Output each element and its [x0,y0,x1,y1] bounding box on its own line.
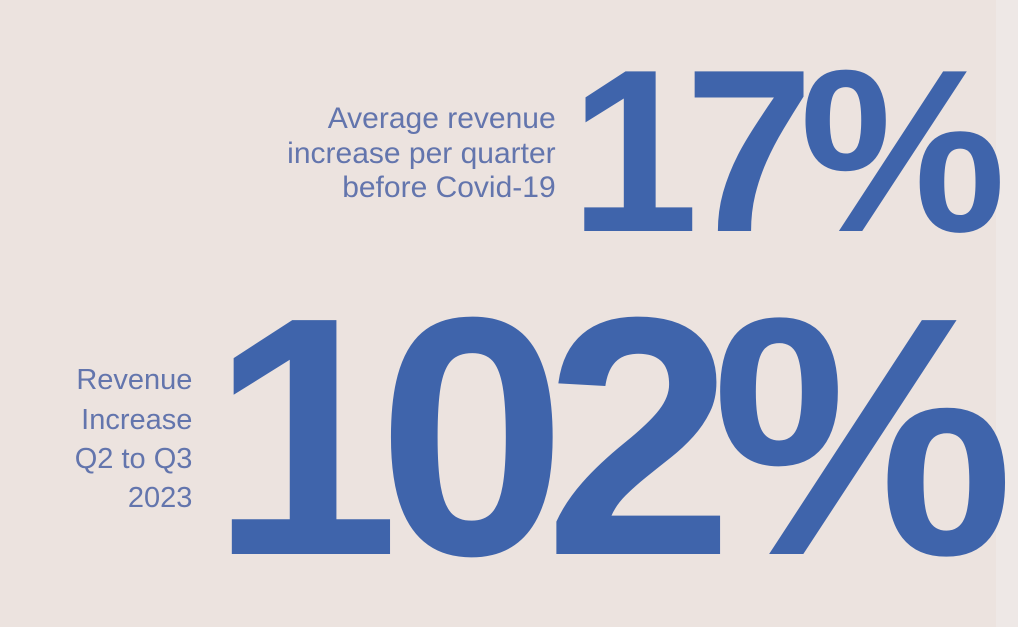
stat-avg-revenue: Average revenue increase per quarter bef… [287,22,1006,281]
stat-label-line: Average revenue [327,101,556,135]
stat-label-line: increase per quarter [287,136,556,170]
stat-label-line: before Covid-19 [342,171,556,205]
stat-label-line: Q2 to Q3 [74,443,193,475]
stat-revenue-increase: Revenue Increase Q2 to Q3 2023 102% [75,247,1014,627]
stat-label-line: 2023 [127,482,193,515]
stat-label-line: Revenue [76,364,193,397]
stat-value: 102% [210,247,1014,627]
background-edge [996,0,1018,627]
stat-label: Average revenue increase per quarter bef… [287,102,555,206]
stat-label-line: Increase [81,403,193,436]
stat-label: Revenue Increase Q2 to Q3 2023 [75,361,193,519]
stat-value: 17% [569,22,1006,281]
